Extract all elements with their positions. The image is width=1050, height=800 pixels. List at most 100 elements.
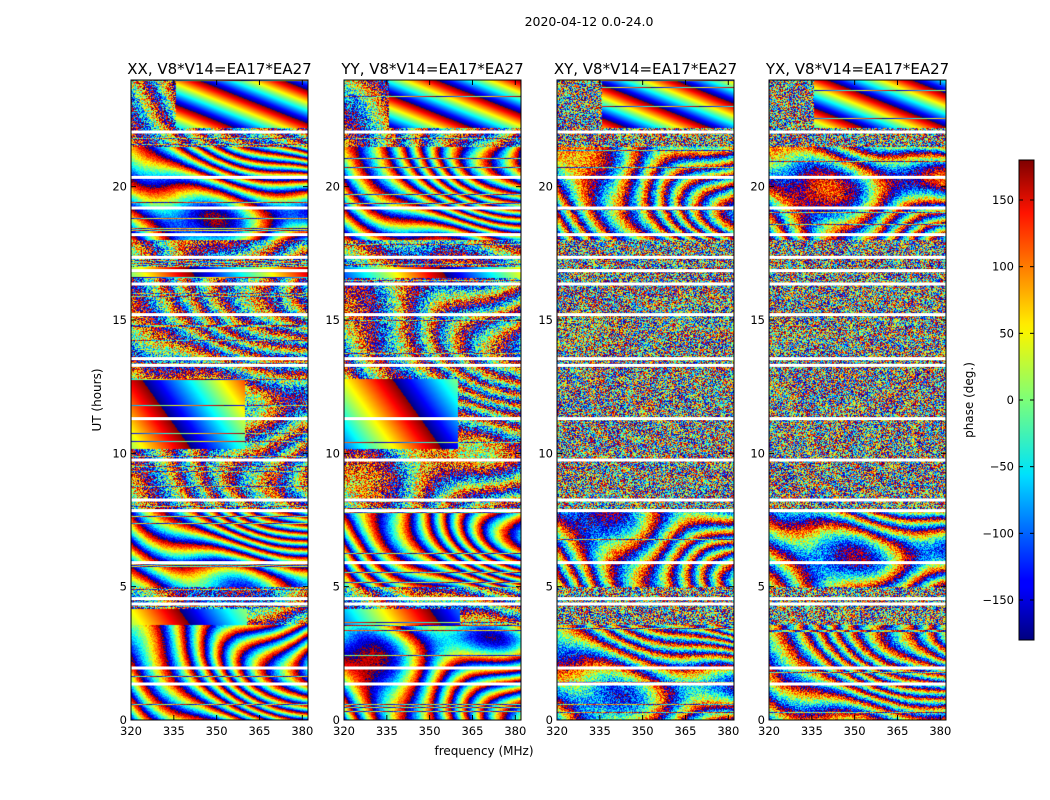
flagged-row — [557, 561, 734, 565]
x-tick-label: 335 — [589, 724, 611, 738]
flagged-row — [769, 498, 946, 502]
y-tick-label: 10 — [325, 446, 340, 460]
flagged-row — [131, 233, 308, 237]
flagged-row — [344, 363, 521, 367]
flagged-row — [131, 602, 308, 606]
colorbar-tick-label: 100 — [992, 260, 1014, 274]
phase-heatmap — [769, 80, 946, 720]
flagged-row — [344, 357, 521, 361]
flagged-row — [131, 498, 308, 502]
phase-heatmap — [557, 80, 734, 720]
flagged-row — [557, 509, 734, 513]
flagged-row — [131, 313, 308, 317]
flagged-row — [344, 282, 521, 286]
flagged-row — [769, 597, 946, 601]
flagged-row — [131, 269, 308, 273]
flagged-row — [557, 666, 734, 670]
flagged-row — [557, 417, 734, 421]
flagged-row — [557, 602, 734, 606]
x-tick-label: 365 — [886, 724, 908, 738]
flagged-row — [131, 206, 308, 210]
y-tick-label: 10 — [750, 446, 765, 460]
figure-suptitle: 2020-04-12 0.0-24.0 — [525, 14, 654, 29]
panel-frame — [768, 79, 947, 721]
y-tick-label: 15 — [325, 313, 340, 327]
flagged-row — [344, 206, 521, 210]
flagged-row — [557, 206, 734, 210]
flagged-row — [557, 269, 734, 273]
flagged-row — [769, 206, 946, 210]
flagged-row — [131, 357, 308, 361]
panel-title: XY, V8*V14=EA17*EA27 — [554, 60, 737, 78]
x-tick-label: 380 — [504, 724, 526, 738]
x-tick-label: 335 — [376, 724, 398, 738]
panel-title: XX, V8*V14=EA17*EA27 — [127, 60, 311, 78]
flagged-row — [769, 130, 946, 134]
flagged-row — [769, 363, 946, 367]
x-tick-label: 320 — [546, 724, 568, 738]
flagged-row — [344, 313, 521, 317]
flagged-row — [131, 509, 308, 513]
y-tick-label: 15 — [750, 313, 765, 327]
panel-title: YX, V8*V14=EA17*EA27 — [765, 60, 949, 78]
flagged-row — [769, 458, 946, 462]
flagged-row — [557, 282, 734, 286]
y-tick-label: 15 — [112, 313, 127, 327]
colorbar-label: phase (deg.) — [962, 362, 976, 438]
flagged-row — [131, 282, 308, 286]
flagged-row — [557, 130, 734, 134]
flagged-row — [769, 602, 946, 606]
flagged-row — [344, 269, 521, 273]
flagged-row — [344, 175, 521, 179]
phase-colorbar: −150 −100 −50 0 50 100 150 phase (deg.) — [962, 159, 1035, 641]
flagged-row — [344, 666, 521, 670]
flagged-row — [769, 357, 946, 361]
phase-heatmap — [344, 80, 521, 720]
flagged-row — [131, 597, 308, 601]
y-tick-label: 20 — [750, 180, 765, 194]
flagged-row — [557, 313, 734, 317]
flagged-row — [131, 363, 308, 367]
x-tick-label: 380 — [929, 724, 951, 738]
flagged-row — [769, 313, 946, 317]
x-axis-label: frequency (MHz) — [434, 744, 533, 758]
flagged-row — [344, 509, 521, 513]
x-tick-label: 365 — [461, 724, 483, 738]
flagged-row — [344, 130, 521, 134]
flagged-row — [344, 561, 521, 565]
flagged-row — [344, 597, 521, 601]
y-axis-label: UT (hours) — [90, 368, 104, 431]
flagged-row — [769, 282, 946, 286]
flagged-row — [131, 175, 308, 179]
panels-layer: XX, V8*V14=EA17*EA27 320 335 350 365 380 0 5 10 1… — [112, 60, 951, 738]
flagged-row — [131, 458, 308, 462]
panel-frame — [556, 79, 735, 721]
y-tick-label: 5 — [758, 580, 765, 594]
colorbar-ticks: −150 −100 −50 0 50 100 150 — [982, 193, 1034, 607]
flagged-row — [131, 255, 308, 259]
flagged-row — [557, 255, 734, 259]
flagged-row — [557, 363, 734, 367]
x-tick-label: 365 — [248, 724, 270, 738]
flagged-row — [344, 682, 521, 686]
y-tick-label: 10 — [112, 446, 127, 460]
flagged-row — [557, 597, 734, 601]
flagged-row — [769, 561, 946, 565]
flagged-row — [769, 269, 946, 273]
y-tick-label: 20 — [538, 180, 553, 194]
x-tick-label: 335 — [801, 724, 823, 738]
colorbar-tick-label: 50 — [999, 326, 1014, 340]
y-tick-label: 20 — [112, 180, 127, 194]
flagged-row — [557, 233, 734, 237]
panel-frame — [343, 79, 522, 721]
y-tick-label: 5 — [546, 580, 553, 594]
flagged-row — [769, 682, 946, 686]
colorbar-tick-label: −50 — [990, 460, 1014, 474]
colorbar-tick-label: −150 — [982, 593, 1014, 607]
x-tick-label: 350 — [632, 724, 654, 738]
panel-title: YY, V8*V14=EA17*EA27 — [340, 60, 523, 78]
flagged-row — [557, 175, 734, 179]
panel-xy: XY, V8*V14=EA17*EA27 320 335 350 365 380 0 5 10 1… — [538, 60, 739, 738]
flagged-row — [131, 130, 308, 134]
